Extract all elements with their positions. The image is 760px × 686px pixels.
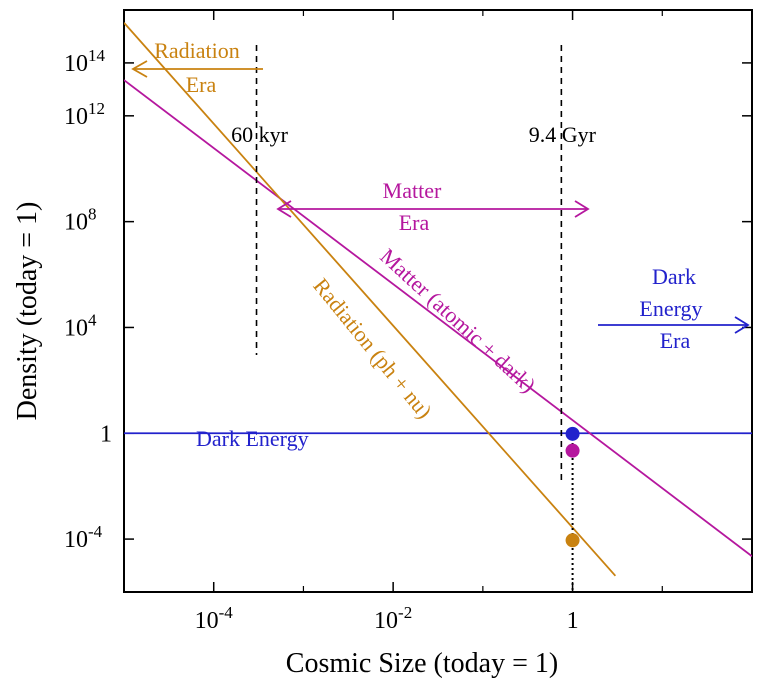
- y-tick-label: 108: [64, 205, 97, 236]
- y-tick-label-base: 10: [64, 104, 88, 130]
- x-tick-label: 1: [567, 608, 579, 634]
- plot-frame: [123, 9, 753, 593]
- y-tick-label: 1012: [64, 99, 105, 130]
- x-axis-title: Cosmic Size (today = 1): [286, 648, 558, 679]
- y-tick-label-exponent: 4: [88, 310, 97, 329]
- x-tick-label: 10-4: [195, 603, 234, 634]
- y-tick-label-exponent: 12: [88, 99, 105, 118]
- x-tick-label-base: 10: [195, 608, 219, 634]
- matter-era-label-line2: Era: [399, 210, 430, 235]
- y-tick-label-base: 1: [100, 421, 112, 447]
- acceleration-marker-label: 9.4 Gyr: [529, 122, 597, 147]
- y-tick-label: 1: [100, 421, 112, 447]
- y-axis-title: Density (today = 1): [12, 202, 43, 421]
- matter-era-arrowhead-left: [276, 200, 292, 218]
- matter-era-annotation: Matter Era: [276, 178, 590, 235]
- y-tick-label-base: 10: [64, 51, 88, 77]
- y-tick-label-exponent: -4: [88, 522, 103, 541]
- equality-marker-label: 60 kyr: [231, 122, 289, 147]
- radiation-era-annotation: Radiation Era: [131, 38, 263, 97]
- radiation-era-label-line1: Radiation: [154, 38, 240, 63]
- x-tick-label-base: 10: [374, 608, 398, 634]
- y-tick-label-base: 10: [64, 527, 88, 553]
- today-points-layer: [565, 426, 580, 548]
- y-tick-label-base: 10: [64, 210, 88, 236]
- dark-energy-series-label: Dark Energy: [196, 426, 309, 451]
- matter-today-point: [565, 443, 580, 458]
- x-tick-label: 10-2: [374, 603, 412, 634]
- matter-era-arrowhead-right: [574, 200, 590, 218]
- y-tick-label: 1014: [64, 46, 106, 77]
- y-tick-label: 104: [64, 310, 97, 341]
- y-tick-label-exponent: 8: [88, 205, 97, 224]
- matter-era-label-line1: Matter: [383, 178, 442, 203]
- dark-energy-era-label-line1: Dark: [652, 264, 696, 289]
- dark-energy-era-label-line3: Era: [660, 328, 691, 353]
- x-tick-label-exponent: -2: [398, 603, 412, 622]
- radiation-today-point: [565, 533, 580, 548]
- radiation-era-label-line2: Era: [186, 72, 217, 97]
- dark-energy-era-annotation: Dark Energy Era: [598, 264, 750, 353]
- radiation-era-arrowhead: [131, 60, 148, 78]
- dark-energy-today-point: [565, 426, 580, 441]
- radiation-series-line: [124, 22, 617, 577]
- x-tick-label-exponent: -4: [219, 603, 234, 622]
- dark-energy-era-label-line2: Energy: [639, 296, 702, 321]
- y-tick-label-exponent: 14: [88, 46, 106, 65]
- matter-series-line: [124, 79, 752, 557]
- y-tick-label: 10-4: [64, 522, 103, 553]
- x-tick-label-base: 1: [567, 608, 579, 634]
- y-tick-label-base: 10: [64, 315, 88, 341]
- dark-energy-era-arrowhead: [734, 316, 750, 334]
- series-layer: [124, 22, 752, 577]
